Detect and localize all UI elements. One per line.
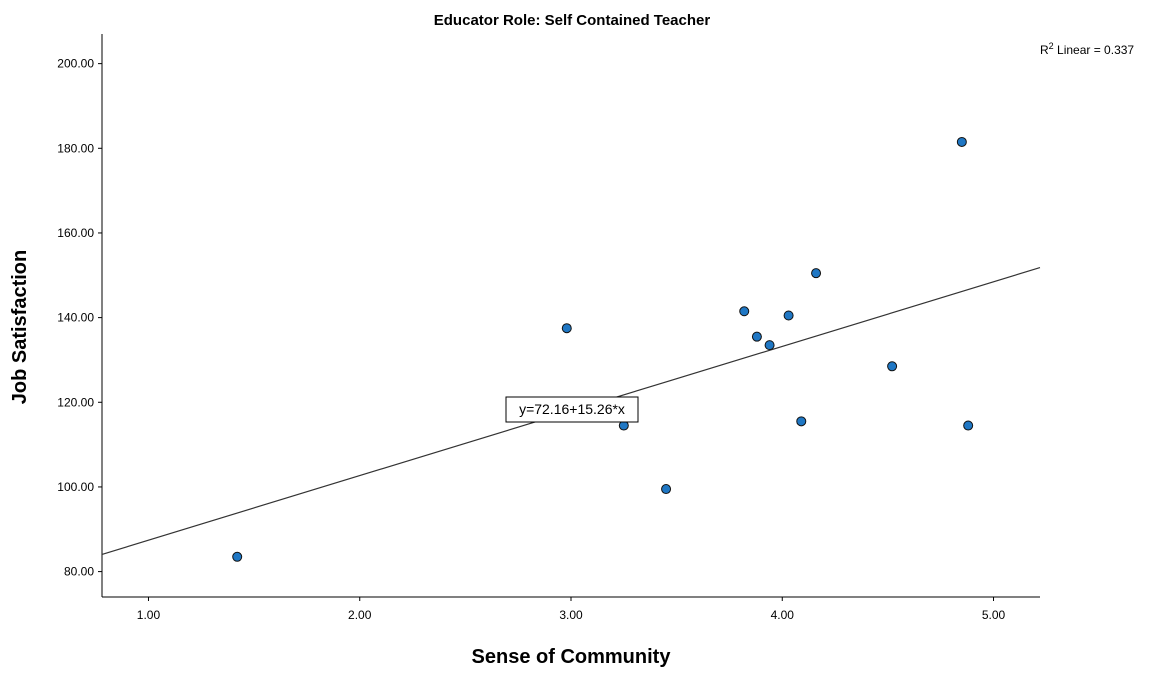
y-tick-label: 160.00 [57, 226, 94, 240]
data-point [764, 340, 775, 351]
y-tick-label: 120.00 [57, 395, 94, 409]
y-tick-label: 140.00 [57, 311, 94, 325]
data-point [232, 551, 243, 562]
data-point [963, 420, 974, 431]
data-point [739, 306, 750, 317]
y-tick-label: 180.00 [57, 141, 94, 155]
x-axis: 1.00 2.00 3.00 4.00 5.00 [137, 597, 1006, 622]
y-tick-label: 100.00 [57, 480, 94, 494]
data-point [751, 331, 762, 342]
x-axis-title: Sense of Community [472, 646, 672, 668]
fit-equation-label: y=72.16+15.26*x [519, 401, 625, 417]
data-points [232, 136, 974, 562]
x-tick-label: 3.00 [559, 608, 583, 622]
fit-equation-box: y=72.16+15.26*x [505, 396, 639, 423]
r2-superscript: 2 [1049, 41, 1054, 51]
chart-title: Educator Role: Self Contained Teacher [434, 12, 711, 29]
data-point [956, 136, 967, 147]
x-tick-label: 2.00 [348, 608, 372, 622]
x-tick-label: 1.00 [137, 608, 161, 622]
r2-label: R2 Linear = 0.337 [1040, 41, 1134, 57]
r2-value: Linear = 0.337 [1054, 43, 1135, 57]
x-tick-label: 4.00 [771, 608, 795, 622]
data-point [783, 310, 794, 321]
data-point [661, 484, 672, 495]
r2-prefix: R [1040, 43, 1049, 57]
data-point [887, 361, 898, 372]
data-point [796, 416, 807, 427]
x-tick-label: 5.00 [982, 608, 1006, 622]
data-point [811, 268, 822, 279]
y-tick-label: 80.00 [64, 565, 94, 579]
y-axis: 80.00 100.00 120.00 140.00 160.00 180.00 200.0… [57, 57, 102, 579]
data-point [561, 323, 572, 334]
y-tick-label: 200.00 [57, 57, 94, 71]
y-axis-title: Job Satisfaction [9, 250, 31, 404]
